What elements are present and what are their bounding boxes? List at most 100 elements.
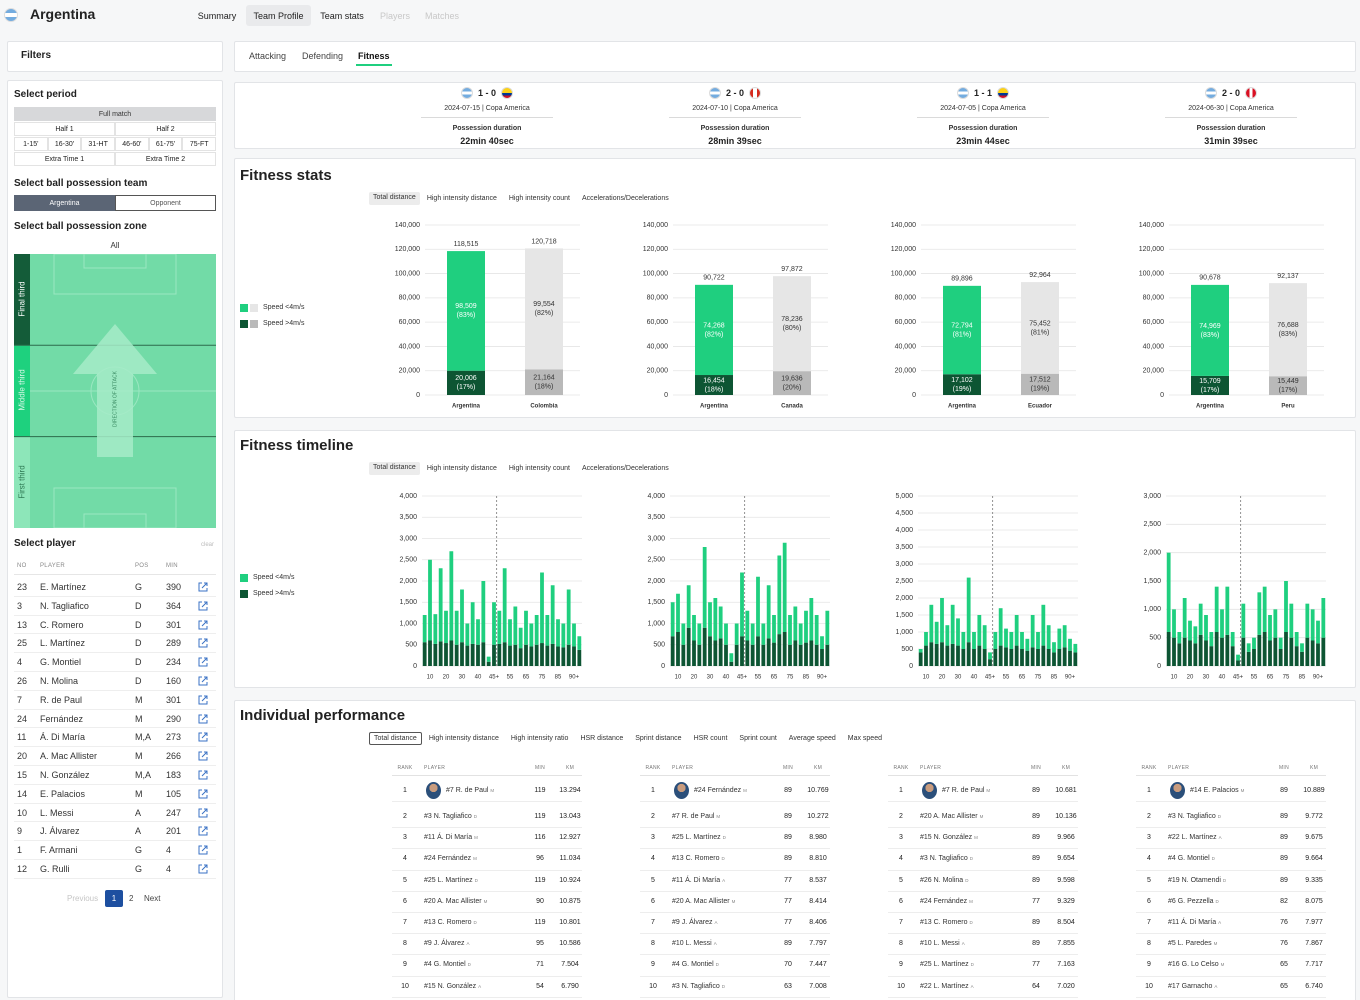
legend-label[interactable]: Speed >4m/s	[253, 590, 295, 597]
player-row[interactable]	[14, 616, 216, 635]
open-icon[interactable]	[198, 826, 208, 836]
table-row[interactable]	[1136, 807, 1326, 829]
metric-tab[interactable]: High intensity count	[508, 465, 570, 472]
table-row[interactable]	[640, 934, 830, 956]
period-option[interactable]: 16-30'	[47, 137, 82, 151]
player-row[interactable]	[14, 747, 216, 766]
period-option[interactable]: Half 1	[14, 122, 115, 136]
player-row[interactable]	[14, 785, 216, 804]
table-row[interactable]	[888, 913, 1078, 935]
header-tab[interactable]: Players	[379, 10, 410, 21]
header-tab[interactable]: Team stats	[320, 10, 364, 21]
table-row[interactable]	[888, 807, 1078, 829]
metric-tab[interactable]: Total distance	[369, 462, 420, 475]
open-icon[interactable]	[198, 582, 208, 592]
player-row[interactable]	[14, 860, 216, 879]
open-icon[interactable]	[198, 770, 208, 780]
period-option[interactable]: Full match	[14, 107, 216, 121]
zone-all[interactable]: All	[110, 240, 120, 250]
metric-tab[interactable]: High intensity distance	[428, 735, 499, 742]
team-toggle[interactable]: Opponent	[115, 195, 216, 211]
table-row[interactable]	[888, 934, 1078, 956]
section-tab[interactable]: Fitness	[358, 51, 390, 61]
table-row[interactable]	[1136, 934, 1326, 956]
pitch[interactable]: Final third Middle third First third DIRECT…	[14, 254, 216, 528]
metric-tab[interactable]: Total distance	[369, 192, 420, 205]
table-row[interactable]	[392, 934, 582, 956]
table-row[interactable]	[392, 977, 582, 998]
open-icon[interactable]	[198, 676, 208, 686]
metric-tab[interactable]: High intensity distance	[426, 195, 497, 202]
metric-tab[interactable]: High intensity count	[508, 195, 570, 202]
period-option[interactable]: 46-60'	[115, 137, 149, 151]
open-icon[interactable]	[198, 695, 208, 705]
header-tab[interactable]: Matches	[424, 10, 459, 21]
player-row[interactable]	[14, 728, 216, 748]
section-tab[interactable]: Defending	[302, 51, 344, 61]
metric-tab[interactable]: Sprint distance	[635, 735, 682, 742]
player-row[interactable]	[14, 634, 216, 654]
table-row[interactable]	[392, 955, 582, 977]
zone-strip[interactable]: First third	[14, 436, 30, 528]
period-option[interactable]: Half 2	[115, 122, 216, 136]
legend-label[interactable]: Speed <4m/s	[253, 574, 295, 581]
player-row[interactable]	[14, 653, 216, 672]
period-option[interactable]: 61-75'	[148, 137, 183, 151]
table-row[interactable]	[1136, 849, 1326, 871]
table-row[interactable]	[640, 977, 830, 998]
table-row[interactable]	[888, 776, 1078, 802]
player-row[interactable]	[14, 766, 216, 785]
table-row[interactable]	[640, 776, 830, 802]
open-icon[interactable]	[198, 751, 208, 761]
table-row[interactable]	[392, 849, 582, 871]
open-icon[interactable]	[198, 808, 208, 818]
page-button[interactable]: 1	[105, 890, 123, 907]
table-row[interactable]	[640, 807, 830, 829]
period-option[interactable]: Extra Time 1	[14, 152, 115, 166]
player-row[interactable]	[14, 597, 216, 616]
page-button[interactable]: 2	[129, 894, 134, 903]
table-row[interactable]	[888, 849, 1078, 871]
metric-tab[interactable]: Total distance	[369, 732, 422, 745]
table-row[interactable]	[392, 892, 582, 913]
metric-tab[interactable]: Accelerations/Decelerations	[581, 195, 669, 202]
team-toggle[interactable]: Argentina	[14, 195, 115, 211]
match-score[interactable]: 1 - 0	[477, 88, 496, 98]
page-button[interactable]: Previous	[67, 894, 99, 903]
metric-tab[interactable]: Sprint count	[739, 735, 777, 742]
table-row[interactable]	[392, 807, 582, 829]
table-row[interactable]	[888, 828, 1078, 850]
period-option[interactable]: 1-15'	[14, 137, 48, 151]
player-row[interactable]	[14, 672, 216, 691]
legend-label[interactable]: Speed >4m/s	[263, 320, 305, 327]
player-row[interactable]	[14, 691, 216, 710]
table-row[interactable]	[1136, 871, 1326, 892]
table-row[interactable]	[640, 849, 830, 871]
table-row[interactable]	[640, 892, 830, 913]
table-row[interactable]	[1136, 913, 1326, 935]
table-row[interactable]	[1136, 828, 1326, 850]
table-row[interactable]	[888, 892, 1078, 913]
open-icon[interactable]	[198, 732, 208, 742]
open-icon[interactable]	[198, 845, 208, 855]
page-button[interactable]: Next	[144, 894, 161, 903]
period-option[interactable]: 75-FT	[182, 137, 216, 151]
player-row[interactable]	[14, 710, 216, 729]
open-icon[interactable]	[198, 714, 208, 724]
table-row[interactable]	[1136, 892, 1326, 913]
table-row[interactable]	[888, 955, 1078, 977]
match-score[interactable]: 2 - 0	[725, 88, 744, 98]
player-row[interactable]	[14, 841, 216, 860]
open-icon[interactable]	[198, 864, 208, 874]
header-tab[interactable]: Team Profile	[246, 5, 311, 26]
metric-tab[interactable]: Average speed	[788, 735, 836, 742]
match-score[interactable]: 1 - 1	[973, 88, 992, 98]
table-row[interactable]	[640, 955, 830, 977]
zone-strip[interactable]: Middle third	[14, 345, 30, 437]
table-row[interactable]	[392, 776, 582, 802]
open-icon[interactable]	[198, 620, 208, 630]
header-tab[interactable]: Summary	[197, 10, 237, 21]
legend-label[interactable]: Speed <4m/s	[263, 304, 305, 311]
player-row[interactable]	[14, 578, 216, 597]
open-icon[interactable]	[198, 601, 208, 611]
